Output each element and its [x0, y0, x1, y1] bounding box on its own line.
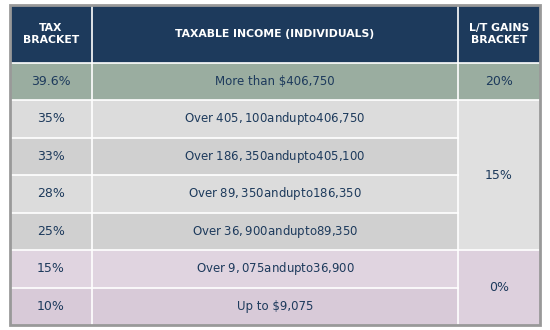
Bar: [10, 213, 92, 250]
Bar: [92, 287, 458, 325]
Text: Over $9,075 and up to $36,900: Over $9,075 and up to $36,900: [195, 260, 355, 277]
Text: Over $186,350 and up to $405,100: Over $186,350 and up to $405,100: [184, 148, 366, 165]
Bar: [458, 63, 540, 100]
Bar: [92, 63, 458, 100]
Bar: [92, 138, 458, 175]
Text: Over $36,900 and up to $89,350: Over $36,900 and up to $89,350: [192, 223, 358, 240]
Bar: [10, 175, 92, 213]
Text: More than $406,750: More than $406,750: [215, 75, 335, 88]
Bar: [10, 287, 92, 325]
Text: 39.6%: 39.6%: [31, 75, 71, 88]
Bar: [458, 250, 540, 325]
Bar: [10, 63, 92, 100]
Bar: [92, 5, 458, 63]
Text: 15%: 15%: [485, 169, 513, 182]
Text: 20%: 20%: [485, 75, 513, 88]
Text: TAXABLE INCOME (INDIVIDUALS): TAXABLE INCOME (INDIVIDUALS): [175, 29, 375, 39]
Bar: [10, 5, 92, 63]
Bar: [458, 100, 540, 250]
Bar: [458, 5, 540, 63]
Bar: [92, 250, 458, 287]
Bar: [10, 250, 92, 287]
Bar: [10, 100, 92, 138]
Text: 0%: 0%: [489, 281, 509, 294]
Text: 25%: 25%: [37, 225, 65, 238]
Bar: [92, 100, 458, 138]
Bar: [10, 138, 92, 175]
Text: 10%: 10%: [37, 300, 65, 313]
Text: 33%: 33%: [37, 150, 65, 163]
Text: Up to $9,075: Up to $9,075: [237, 300, 313, 313]
Text: Over $89,350 and up to $186,350: Over $89,350 and up to $186,350: [188, 185, 362, 202]
Bar: [92, 175, 458, 213]
Text: TAX
BRACKET: TAX BRACKET: [23, 23, 79, 45]
Text: L/T GAINS
BRACKET: L/T GAINS BRACKET: [469, 23, 529, 45]
Bar: [92, 213, 458, 250]
Text: 28%: 28%: [37, 187, 65, 200]
Text: 15%: 15%: [37, 262, 65, 275]
Text: Over $405,100 and up to $406,750: Over $405,100 and up to $406,750: [184, 111, 366, 127]
Text: 35%: 35%: [37, 113, 65, 125]
